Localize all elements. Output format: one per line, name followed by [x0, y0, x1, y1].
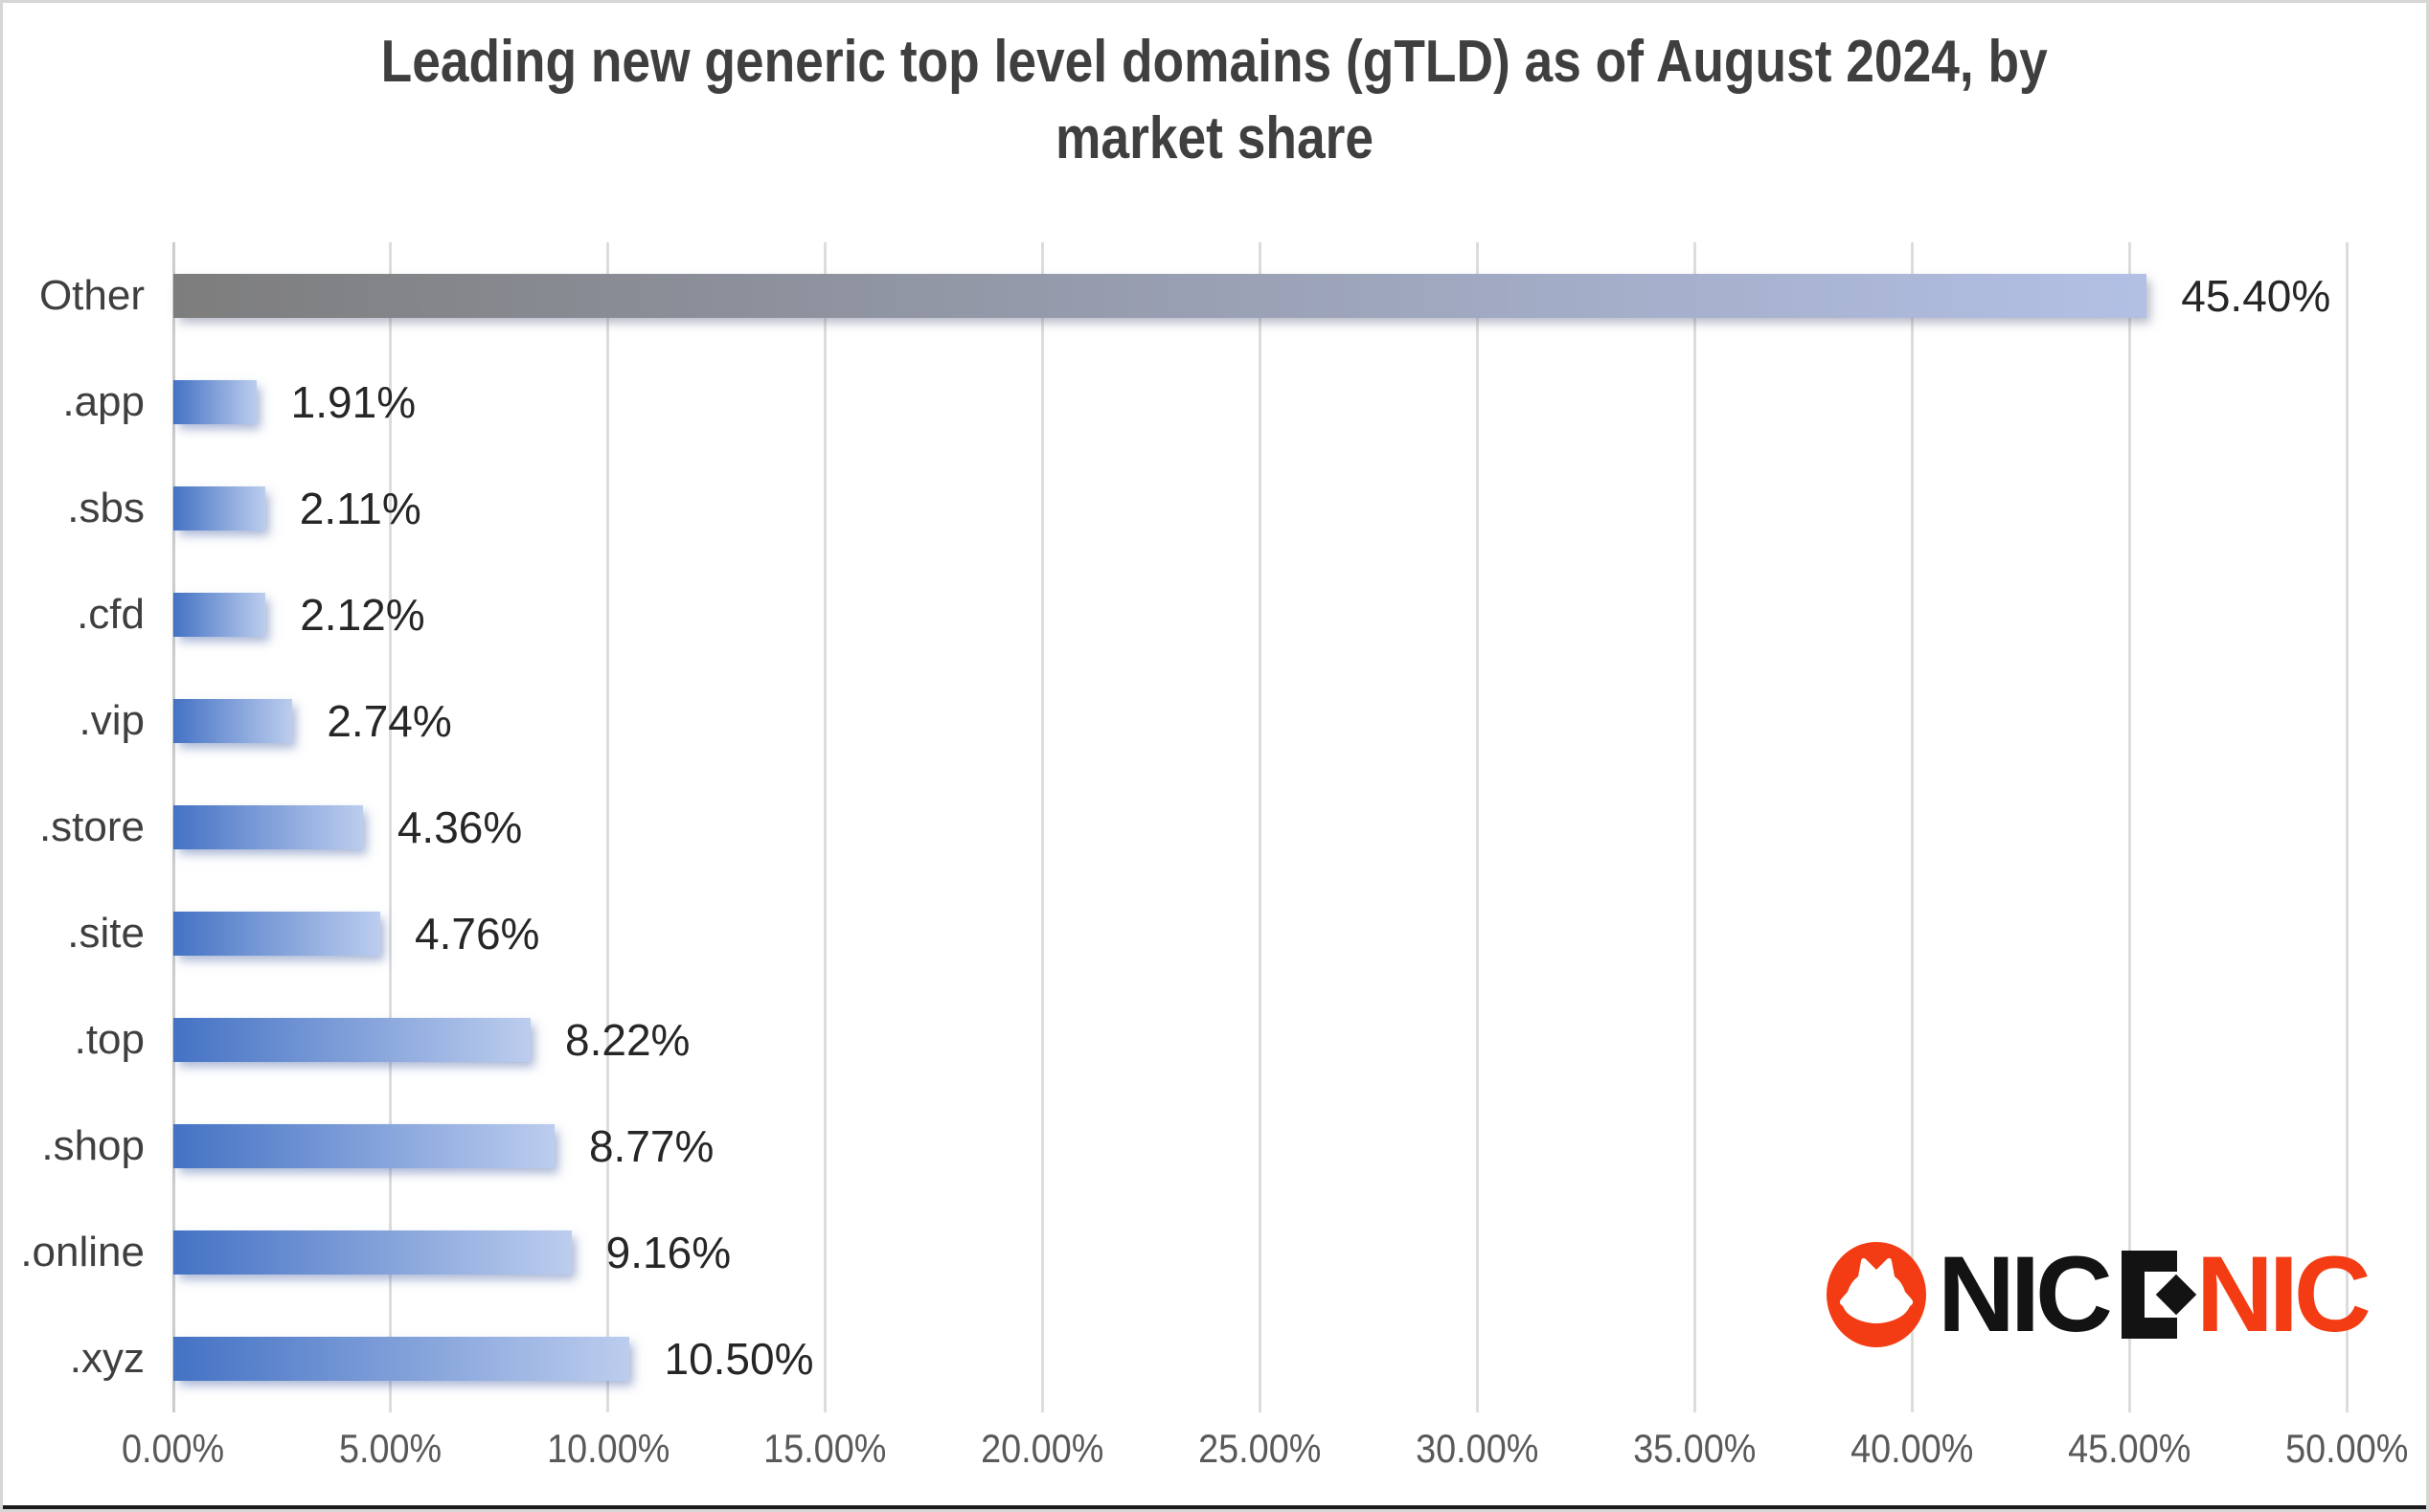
chart-row: .cfd 2.12% — [77, 561, 2347, 667]
value-label: 4.76% — [415, 909, 540, 959]
grid-line — [1041, 242, 1045, 1412]
value-label: 4.36% — [397, 801, 523, 852]
logo-text-orange: NIC — [2195, 1234, 2372, 1354]
x-tick-label: 5.00% — [339, 1426, 443, 1471]
value-label: 2.11% — [299, 483, 421, 533]
value-label: 8.22% — [565, 1015, 691, 1066]
chart-title: Leading new generic top level domains (g… — [3, 24, 2426, 177]
grid-line — [2127, 242, 2131, 1412]
bar-site — [173, 912, 380, 957]
chart-row: .top 8.22% — [75, 987, 2347, 1094]
x-tick-label: 35.00% — [1633, 1426, 1757, 1471]
logo-text-black: NIC — [1938, 1234, 2113, 1354]
category-label: .app — [62, 377, 145, 425]
chart-title-line1: Leading new generic top level domains (g… — [380, 29, 2049, 95]
category-label: .online — [20, 1229, 145, 1276]
x-tick-label: 30.00% — [1416, 1426, 1539, 1471]
bar-xyz — [173, 1337, 630, 1382]
grid-line — [1910, 242, 1914, 1412]
bar-store — [173, 804, 363, 849]
plot-area: Other 45.40% .app 1.91% .sbs 2.11% .cfd 2.12% .v… — [20, 242, 2349, 1412]
bar-cfd — [173, 592, 266, 637]
chart-row: .shop 8.77% — [41, 1094, 2347, 1200]
grid-line — [824, 242, 828, 1412]
category-label: .top — [74, 1016, 145, 1064]
x-tick-label: 10.00% — [546, 1426, 670, 1471]
chart-row: .site 4.76% — [67, 881, 2347, 987]
grid-line — [389, 242, 393, 1412]
category-label: .cfd — [77, 590, 145, 638]
chart-row: .vip 2.74% — [79, 667, 2347, 774]
value-label: 10.50% — [664, 1334, 814, 1385]
category-label: .store — [38, 802, 145, 850]
bar-top — [173, 1018, 532, 1063]
bar-app — [173, 379, 257, 424]
chart-row: .sbs 2.11% — [67, 455, 2347, 561]
x-tick-label: 25.00% — [1198, 1426, 1322, 1471]
category-label: .site — [67, 910, 145, 958]
chart-row: .online 9.16% — [20, 1200, 2347, 1306]
category-label: Other — [38, 271, 145, 319]
bar-sbs — [173, 485, 265, 530]
grid-line — [606, 242, 610, 1412]
logo-letter-e-icon — [2121, 1251, 2177, 1339]
bar-shop — [173, 1124, 555, 1169]
category-label: .vip — [79, 696, 145, 744]
x-tick-label: 20.00% — [981, 1426, 1104, 1471]
bar-other — [173, 273, 2147, 318]
x-tick-label: 45.00% — [2067, 1426, 2191, 1471]
chart-title-line2: market share — [1056, 105, 1373, 171]
cat-icon — [1827, 1242, 1926, 1347]
grid-line — [1259, 242, 1261, 1412]
grid-line — [1692, 242, 1696, 1412]
bar-vip — [173, 698, 293, 743]
value-label: 9.16% — [605, 1228, 732, 1278]
bar-online — [173, 1230, 572, 1275]
category-label: .shop — [41, 1122, 145, 1170]
x-axis: 0.00% 5.00% 10.00% 15.00% 20.00% 25.00% 30.00%… — [122, 1426, 2408, 1483]
x-tick-label: 50.00% — [2284, 1426, 2409, 1471]
value-label: 2.12% — [300, 589, 425, 640]
grid-line — [1475, 242, 1479, 1412]
value-label: 1.91% — [290, 376, 417, 427]
category-label: .xyz — [69, 1335, 145, 1383]
value-label: 8.77% — [588, 1121, 715, 1172]
chart-row: Other 45.40% — [39, 242, 2347, 349]
category-label: .sbs — [67, 484, 145, 531]
x-tick-label: 0.00% — [122, 1426, 225, 1471]
bottom-edge-line — [3, 1505, 2426, 1509]
chart-row: .store 4.36% — [39, 774, 2347, 880]
nicenic-logo: NIC NIC — [1825, 1234, 2372, 1354]
chart-row: .xyz 10.50% — [70, 1306, 2347, 1412]
grid-line — [2345, 242, 2349, 1412]
x-tick-label: 40.00% — [1850, 1426, 1974, 1471]
chart-row: .app 1.91% — [62, 349, 2347, 455]
x-tick-label: 15.00% — [763, 1426, 887, 1471]
value-label: 45.40% — [2181, 270, 2331, 321]
value-label: 2.74% — [327, 695, 452, 746]
